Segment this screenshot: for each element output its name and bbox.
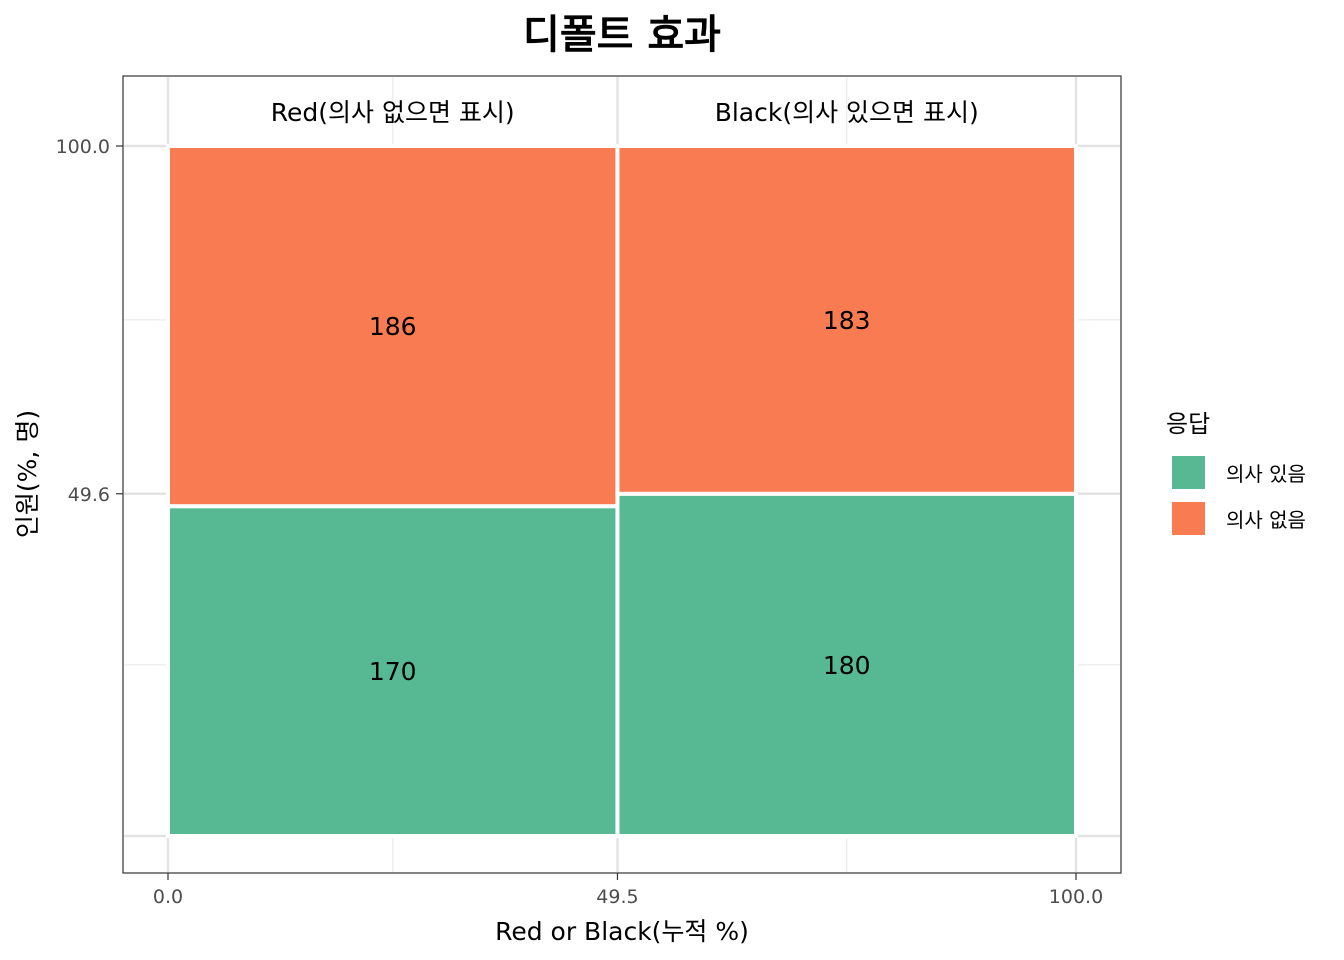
data-label: 180 — [823, 651, 871, 680]
mosaic-tiles — [166, 144, 1079, 838]
mosaic-tile — [166, 504, 620, 838]
chart-title: 디폴트 효과 — [523, 12, 721, 58]
mosaic-tile — [166, 144, 620, 509]
legend-label: 의사 있음 — [1226, 462, 1306, 486]
y-tick-label: 100.0 — [56, 136, 110, 158]
legend-swatch — [1172, 456, 1205, 489]
x-axis-label: Red or Black(누적 %) — [495, 917, 749, 946]
legend-label: 의사 없음 — [1226, 508, 1306, 532]
column-label: Black(의사 있으면 표시) — [715, 98, 979, 127]
y-axis-label: 인원(%, 명) — [13, 410, 42, 538]
y-tick-label: 49.6 — [68, 484, 110, 506]
data-label: 186 — [369, 312, 417, 341]
x-tick-label: 0.0 — [153, 886, 183, 908]
x-tick-label: 49.5 — [596, 886, 638, 908]
column-label: Red(의사 없으면 표시) — [271, 98, 515, 127]
legend-title: 응답 — [1166, 410, 1210, 438]
axes: 0.0 49.5 100.0 49.6 100.0 — [56, 136, 1104, 908]
data-label: 170 — [369, 657, 417, 686]
data-label: 183 — [823, 306, 871, 335]
legend-swatch — [1172, 502, 1205, 535]
data-labels: 170 186 Red(의사 없으면 표시) 180 183 Black(의사 있으면 표… — [271, 98, 979, 686]
mosaic-tile — [615, 491, 1079, 838]
mosaic-tile — [615, 144, 1079, 496]
x-tick-label: 100.0 — [1049, 886, 1103, 908]
